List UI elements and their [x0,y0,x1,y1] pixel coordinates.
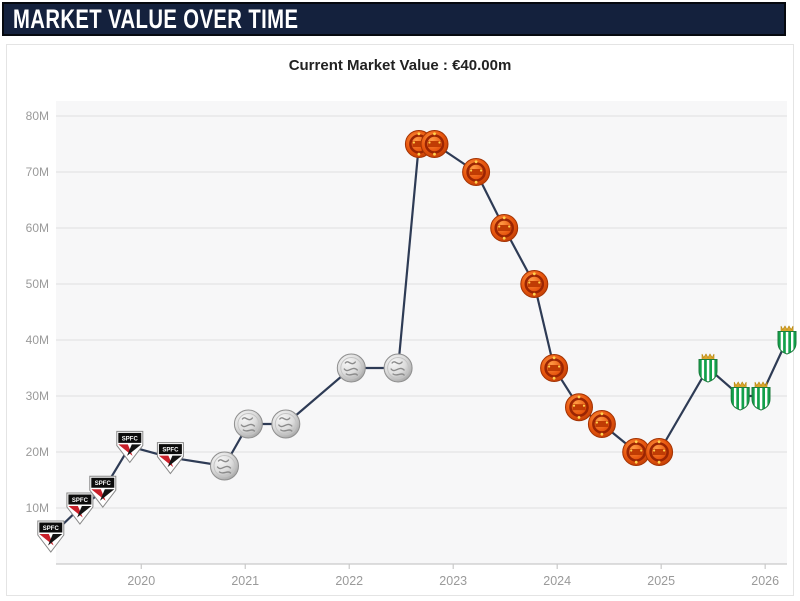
x-axis-label: 2022 [335,574,363,588]
y-axis-label: 20M [26,445,49,459]
man-united-badge[interactable] [419,129,450,159]
x-axis-label: 2025 [647,574,675,588]
page-title: MARKET VALUE OVER TIME [13,3,299,35]
man-united-badge[interactable] [461,157,491,187]
real-betis-badge[interactable] [778,326,796,355]
man-united-badge[interactable] [587,409,617,439]
grid-layer [56,101,787,564]
x-axis-label: 2020 [127,574,155,588]
current-market-value-label: Current Market Value : €40.00m [288,57,512,74]
ajax-badge[interactable] [209,451,240,481]
y-axis-label: 80M [26,109,49,123]
y-axis-label: 30M [26,389,49,403]
plot-area [56,101,787,564]
x-axis-label: 2021 [231,574,259,588]
title-bar: MARKET VALUE OVER TIME [2,2,786,36]
man-united-badge[interactable] [489,213,520,243]
y-axis-label: 50M [26,277,49,291]
ajax-badge[interactable] [383,353,413,383]
y-axis-label: 60M [26,221,49,235]
x-axis-label: 2023 [439,574,467,588]
market-value-chart: SPFC [26,101,800,588]
man-united-badge[interactable] [644,437,674,467]
y-axis-label: 40M [26,333,49,347]
ajax-badge[interactable] [233,409,264,439]
man-united-badge[interactable] [519,269,550,299]
y-axis-label: 10M [26,501,49,515]
man-united-badge[interactable] [564,392,594,423]
ajax-badge[interactable] [336,353,366,383]
x-axis-label: 2024 [543,574,571,588]
ajax-badge[interactable] [271,409,301,439]
man-united-badge[interactable] [539,353,569,383]
market-value-chart-card: Current Market Value : €40.00m SPFC [6,44,794,596]
axes-layer: 10M 20M 30M 40M 50M 60M 70M 80M 2020 2021 2022 2023… [26,109,787,588]
y-axis-label: 70M [26,165,49,179]
x-axis-label: 2026 [751,574,779,588]
